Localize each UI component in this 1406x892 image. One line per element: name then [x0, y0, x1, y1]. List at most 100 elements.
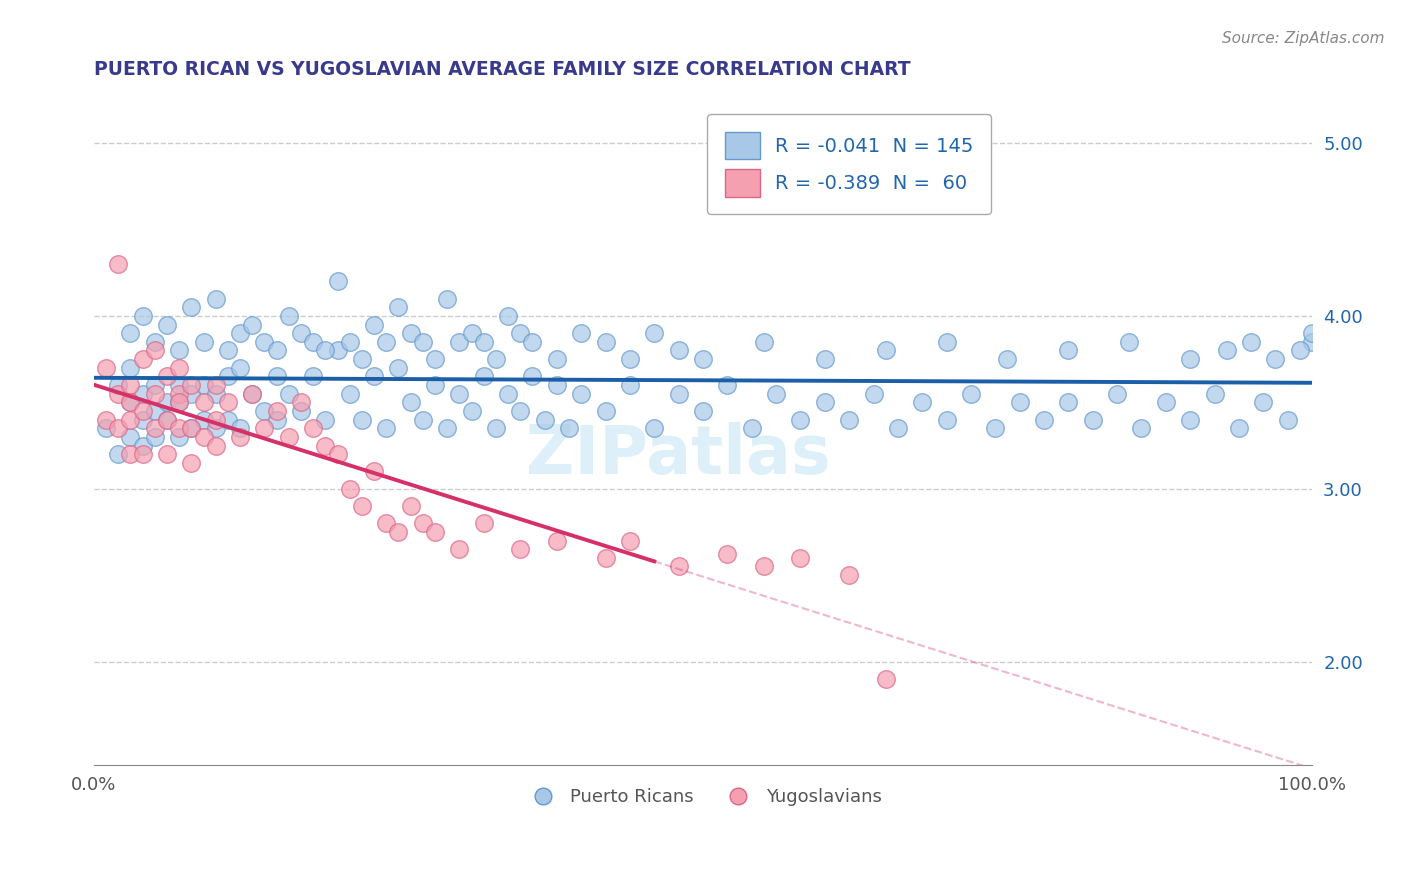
Point — [156, 412, 179, 426]
Point — [412, 412, 434, 426]
Point — [496, 309, 519, 323]
Point — [240, 386, 263, 401]
Point — [436, 292, 458, 306]
Point — [789, 550, 811, 565]
Point — [460, 404, 482, 418]
Point — [509, 542, 531, 557]
Point — [449, 386, 471, 401]
Point — [326, 274, 349, 288]
Point — [643, 326, 665, 341]
Point — [1057, 395, 1080, 409]
Point — [838, 412, 860, 426]
Point — [131, 309, 153, 323]
Point — [350, 499, 373, 513]
Point — [449, 542, 471, 557]
Point — [193, 334, 215, 349]
Point — [546, 378, 568, 392]
Point — [752, 559, 775, 574]
Point — [167, 386, 190, 401]
Point — [1264, 352, 1286, 367]
Point — [399, 499, 422, 513]
Point — [668, 343, 690, 358]
Point — [167, 430, 190, 444]
Point — [217, 369, 239, 384]
Point — [1227, 421, 1250, 435]
Point — [375, 334, 398, 349]
Point — [569, 386, 592, 401]
Point — [960, 386, 983, 401]
Point — [107, 421, 129, 435]
Point — [229, 421, 252, 435]
Point — [180, 421, 202, 435]
Point — [1180, 412, 1202, 426]
Point — [1204, 386, 1226, 401]
Point — [180, 386, 202, 401]
Point — [1288, 343, 1310, 358]
Point — [1033, 412, 1056, 426]
Point — [94, 412, 117, 426]
Point — [302, 334, 325, 349]
Point — [143, 430, 166, 444]
Point — [143, 343, 166, 358]
Point — [143, 386, 166, 401]
Point — [290, 395, 312, 409]
Point — [619, 378, 641, 392]
Point — [156, 395, 179, 409]
Point — [423, 524, 446, 539]
Point — [266, 412, 288, 426]
Point — [120, 378, 142, 392]
Point — [399, 395, 422, 409]
Point — [375, 421, 398, 435]
Point — [217, 343, 239, 358]
Point — [911, 395, 934, 409]
Point — [814, 352, 837, 367]
Point — [131, 438, 153, 452]
Point — [716, 548, 738, 562]
Point — [546, 352, 568, 367]
Point — [131, 352, 153, 367]
Point — [229, 430, 252, 444]
Point — [339, 334, 361, 349]
Point — [167, 343, 190, 358]
Point — [595, 550, 617, 565]
Point — [302, 369, 325, 384]
Point — [668, 559, 690, 574]
Point — [143, 378, 166, 392]
Text: PUERTO RICAN VS YUGOSLAVIAN AVERAGE FAMILY SIZE CORRELATION CHART: PUERTO RICAN VS YUGOSLAVIAN AVERAGE FAMI… — [94, 60, 911, 78]
Point — [143, 404, 166, 418]
Point — [935, 412, 957, 426]
Point — [229, 326, 252, 341]
Point — [240, 318, 263, 332]
Point — [143, 334, 166, 349]
Point — [167, 421, 190, 435]
Point — [692, 404, 714, 418]
Point — [1301, 334, 1323, 349]
Point — [1130, 421, 1153, 435]
Point — [595, 404, 617, 418]
Point — [350, 352, 373, 367]
Point — [290, 404, 312, 418]
Point — [120, 447, 142, 461]
Point — [204, 386, 226, 401]
Point — [984, 421, 1007, 435]
Point — [363, 369, 385, 384]
Point — [1008, 395, 1031, 409]
Point — [266, 369, 288, 384]
Point — [472, 334, 495, 349]
Point — [619, 352, 641, 367]
Point — [558, 421, 581, 435]
Point — [314, 343, 336, 358]
Point — [668, 386, 690, 401]
Point — [156, 369, 179, 384]
Point — [156, 318, 179, 332]
Point — [156, 447, 179, 461]
Point — [741, 421, 763, 435]
Point — [326, 343, 349, 358]
Point — [240, 386, 263, 401]
Point — [131, 386, 153, 401]
Point — [1118, 334, 1140, 349]
Point — [1107, 386, 1129, 401]
Point — [412, 334, 434, 349]
Point — [107, 257, 129, 271]
Point — [496, 386, 519, 401]
